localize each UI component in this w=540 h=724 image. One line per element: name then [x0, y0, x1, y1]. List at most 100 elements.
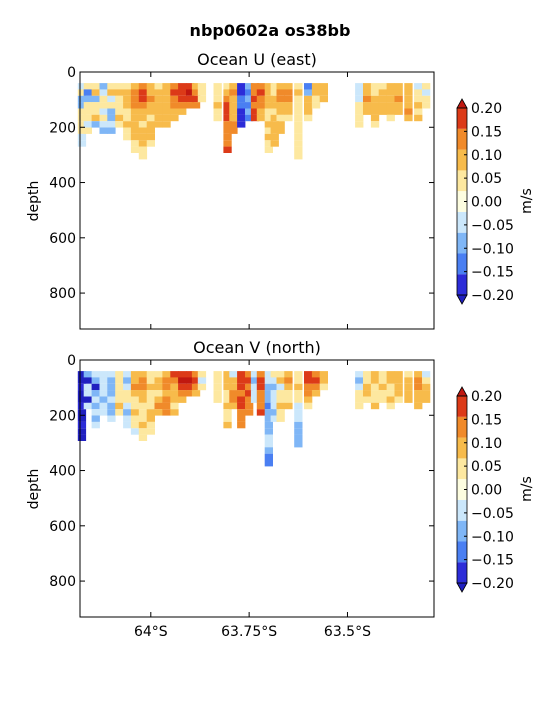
heatmap-cell	[264, 114, 273, 122]
heatmap-cell	[264, 441, 273, 448]
heatmap-cell	[270, 415, 279, 422]
heatmap-cell	[311, 89, 321, 96]
heatmap-cell	[130, 415, 140, 422]
heatmap-cell	[91, 421, 100, 429]
heatmap-cell	[178, 89, 187, 96]
panel-ocean-v: Ocean V (north) depth 0 200 400 600 800 64°S…	[26, 338, 435, 640]
heatmap-cell	[237, 415, 246, 422]
x-tick-label: 63.75°S	[221, 624, 277, 640]
heatmap-cell	[138, 127, 148, 134]
heatmap-cell	[276, 114, 285, 122]
heatmap-cell	[276, 390, 285, 397]
heatmap-cell	[99, 377, 108, 384]
heatmap-cell	[130, 390, 140, 397]
heatmap-cell	[245, 371, 254, 378]
colorbar-tick-label: 0.10	[471, 436, 502, 452]
heatmap-cell	[154, 121, 163, 128]
heatmap-cell	[294, 153, 303, 160]
heatmap-cell	[394, 371, 403, 378]
y-axis-label: depth	[26, 469, 42, 510]
heatmap-cell	[237, 409, 246, 416]
heatmap-cell	[229, 371, 238, 378]
heatmap-cell	[270, 121, 279, 128]
heatmap-cell	[304, 371, 313, 378]
heatmap-cell	[146, 127, 155, 134]
heatmap-cell	[91, 402, 100, 410]
heatmap-cell	[270, 402, 279, 410]
x-tick-label: 64°S	[134, 624, 168, 640]
heatmap-cell	[294, 102, 303, 109]
heatmap-cell	[270, 383, 279, 391]
heatmap-cell	[130, 371, 140, 378]
colorbar-segment	[457, 479, 467, 500]
heatmap-cell	[294, 383, 303, 391]
heatmap-cell	[370, 377, 380, 384]
heatmap-cell	[256, 83, 266, 90]
heatmap-cell	[294, 108, 303, 115]
heatmap-cell	[414, 83, 423, 90]
heatmap-cell	[414, 114, 423, 122]
heatmap-cell	[245, 383, 254, 391]
heatmap-cell	[276, 383, 285, 391]
heatmap-cell	[394, 89, 403, 96]
heatmap-cell	[83, 89, 92, 96]
heatmap-cell	[186, 95, 195, 103]
heatmap-cell	[186, 383, 195, 391]
heatmap-cell	[378, 383, 387, 391]
heatmap-cell	[237, 102, 246, 109]
heatmap-cell	[138, 146, 148, 153]
colorbar-segment	[457, 211, 467, 233]
heatmap-cell	[355, 95, 364, 103]
heatmap-cell	[186, 371, 195, 378]
heatmap-cell	[250, 396, 260, 403]
heatmap-cell	[229, 390, 238, 397]
heatmap-cell	[404, 377, 413, 384]
heatmap-cell	[191, 89, 201, 96]
heatmap-cell	[223, 409, 232, 416]
heatmap-cell	[91, 121, 100, 128]
heatmap-cell	[404, 396, 413, 403]
heatmap-cell	[178, 390, 187, 397]
heatmap-cell	[223, 133, 232, 141]
heatmap-cell	[229, 108, 238, 115]
heatmap-cell	[284, 377, 293, 384]
heatmap-cell	[355, 121, 364, 128]
colorbar-segment	[457, 562, 467, 583]
heatmap-cell	[394, 396, 403, 403]
colorbar-segment	[457, 520, 467, 542]
heatmap-cell	[170, 377, 179, 384]
heatmap-cell	[138, 140, 148, 147]
heatmap-cell	[223, 371, 232, 378]
heatmap-cell	[91, 390, 100, 397]
heatmap-cell	[355, 114, 364, 122]
heatmap-cell	[229, 377, 238, 384]
heatmap-cell	[237, 402, 246, 410]
heatmap-cell	[146, 409, 155, 416]
heatmap-cell	[130, 421, 140, 429]
heatmap-cell	[115, 383, 124, 391]
heatmap-cell	[154, 371, 163, 378]
heatmap-cell	[386, 377, 395, 384]
heatmap-cell	[270, 396, 279, 403]
heatmap-cell	[197, 89, 207, 96]
heatmap-cell	[154, 114, 163, 122]
heatmap-cell	[422, 89, 431, 96]
heatmap-cell	[123, 421, 132, 429]
colorbar-u: m/s 0.20 0.15 0.10 0.05 0.00 −0.05 −0.10 −0.15 −…	[456, 98, 535, 305]
colorbar-segment	[457, 128, 467, 150]
heatmap-cell	[91, 377, 100, 384]
heatmap-cell	[304, 102, 313, 109]
heatmap-cell	[237, 121, 246, 128]
heatmap-cell	[276, 102, 285, 109]
heatmap-cell	[130, 409, 140, 416]
heatmap-cell	[355, 108, 364, 115]
heatmap-cell	[77, 402, 87, 410]
y-axis-ticks: 0 200 400 600 800	[49, 353, 434, 590]
heatmap-cell	[83, 383, 92, 391]
heatmap-cell	[138, 108, 148, 115]
heatmap-cell	[130, 121, 140, 128]
heatmap-cell	[264, 121, 273, 128]
heatmap-cell	[115, 83, 124, 90]
heatmap-cell	[138, 415, 148, 422]
